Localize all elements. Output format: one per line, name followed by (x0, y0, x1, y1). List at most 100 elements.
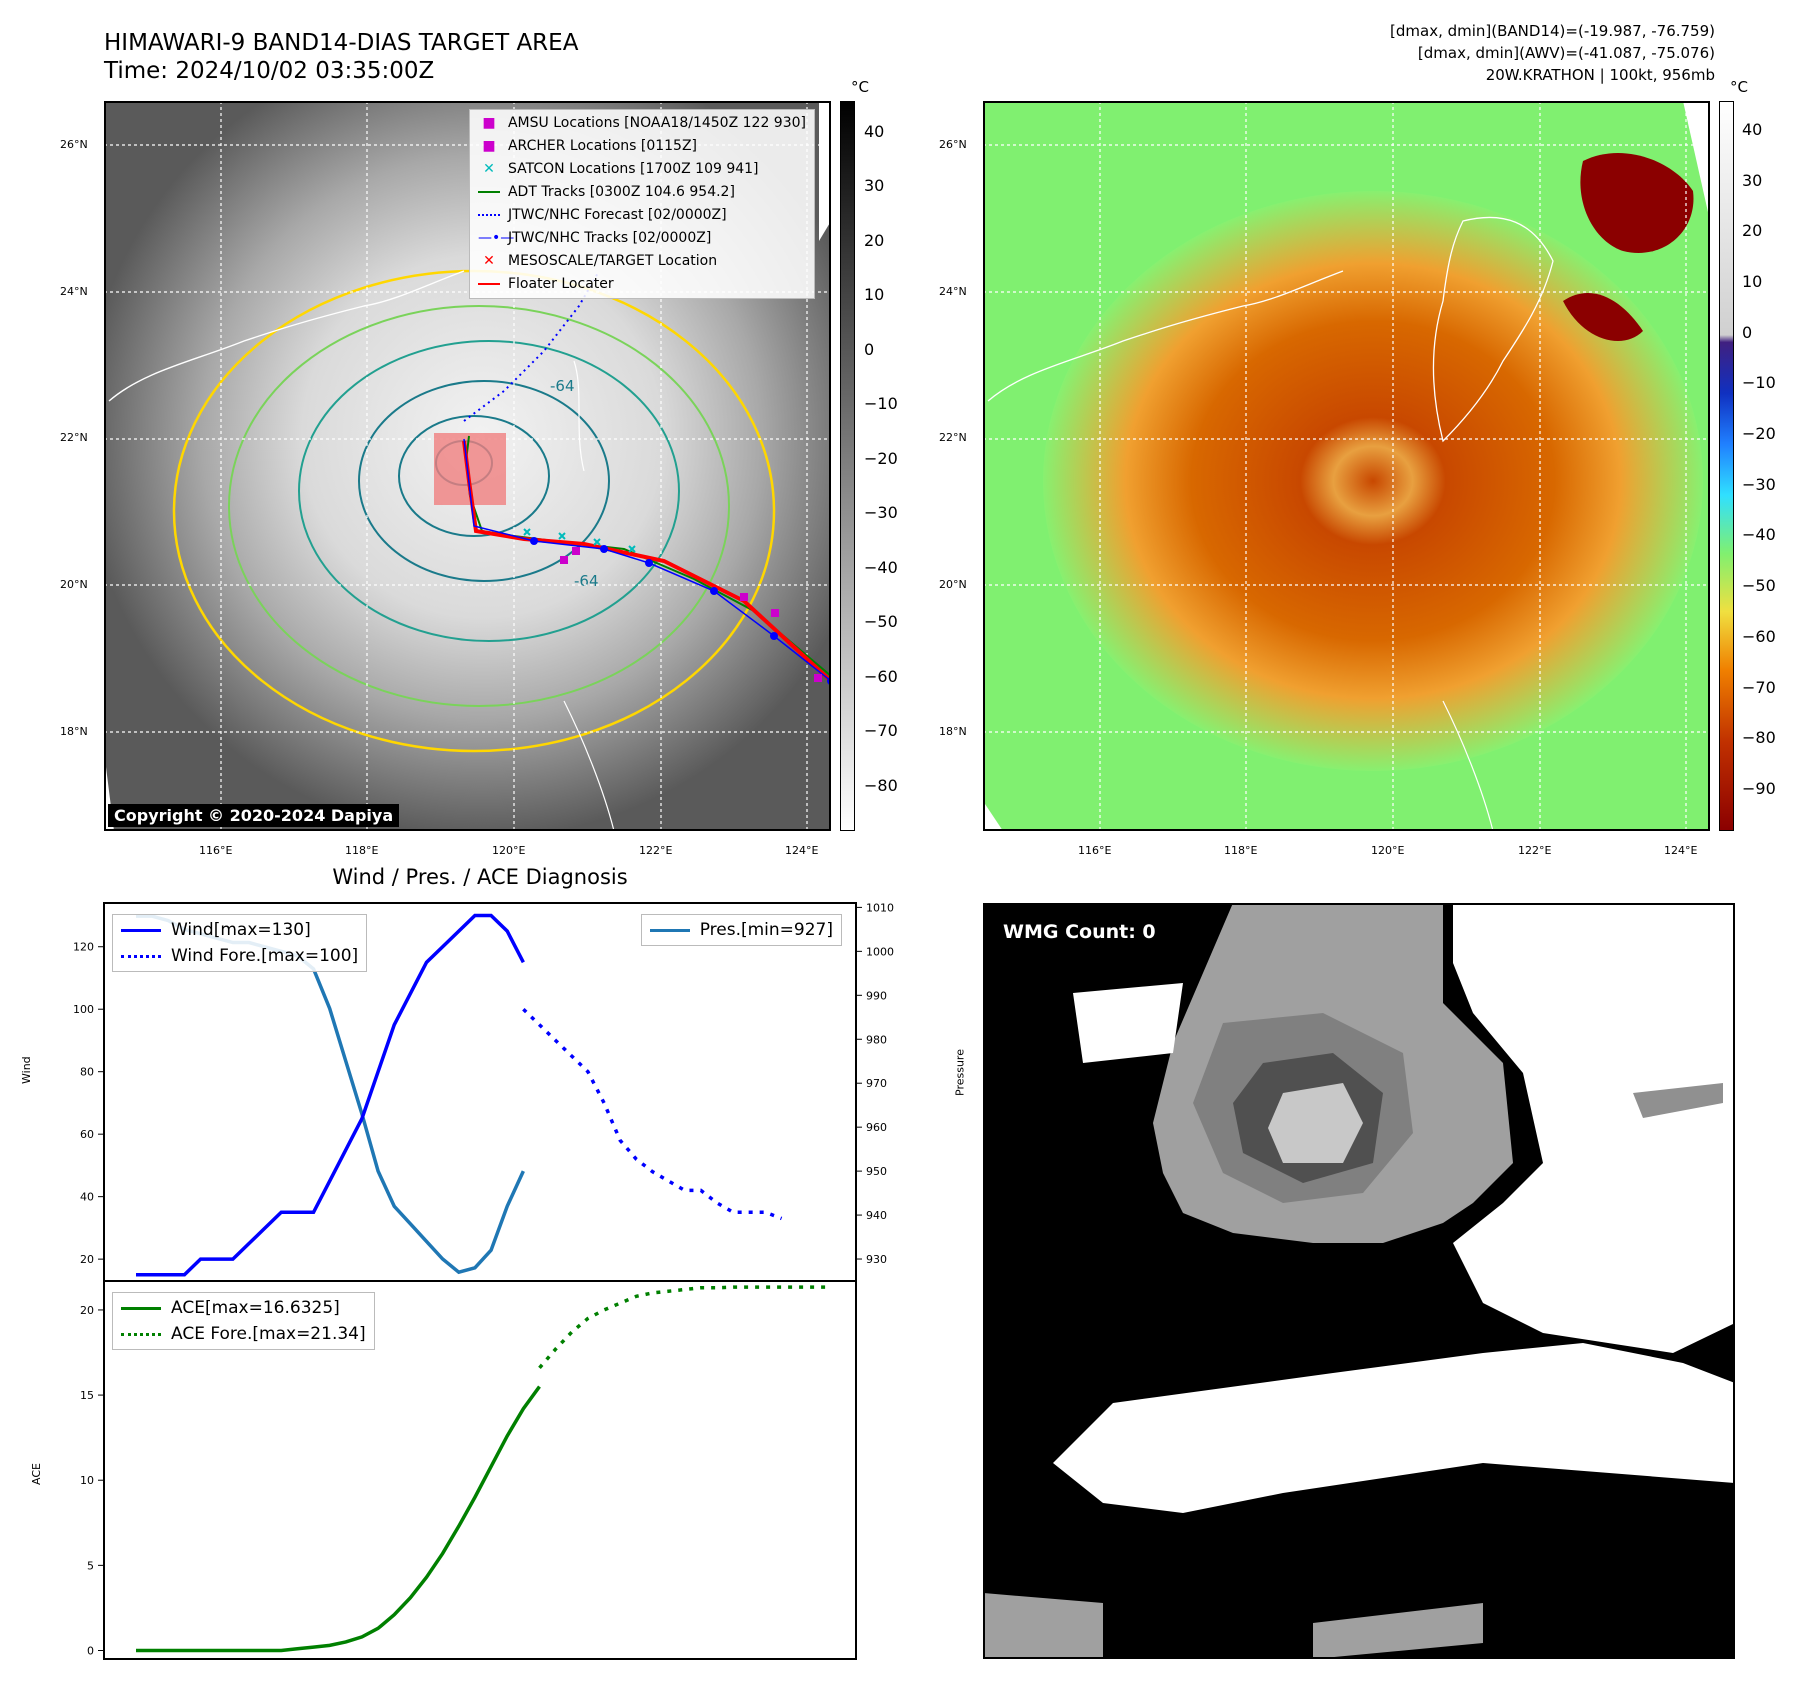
colorbar-tick-label: 30 (864, 176, 885, 196)
ir-map-legend: ■ AMSU Locations [NOAA18/1450Z 122 930] ■… (468, 109, 815, 299)
x-mark-icon: ✕ (483, 253, 495, 269)
legend-forecast: JTWC/NHC Forecast [02/0000Z] (507, 207, 727, 223)
ace-axes-frame (103, 1280, 857, 1660)
ace-ytick: 10 (80, 1474, 94, 1487)
pressure-ytick: 970 (866, 1077, 887, 1090)
ace-forecast-line (538, 1285, 830, 1369)
wind-line (136, 913, 525, 1277)
legend-pres: Pres.[min=927] (699, 920, 833, 940)
legend-amsu: AMSU Locations [NOAA18/1450Z 122 930] (507, 115, 806, 131)
pressure-ytick: 940 (866, 1209, 887, 1222)
colorbar-tick-label: 0 (1742, 322, 1753, 342)
lat-label: 22°N (939, 431, 967, 444)
colorbar-right (1719, 101, 1734, 831)
colorbar-tick-label: −90 (1742, 778, 1776, 798)
legend-satcon: SATCON Locations [1700Z 109 941] (507, 161, 759, 177)
lon-label: 120°E (1371, 844, 1405, 857)
wind-legend: Wind[max=130] Wind Fore.[max=100] (112, 914, 368, 972)
wmg-panel[interactable]: WMG Count: 0 (983, 903, 1735, 1659)
figure-time: Time: 2024/10/02 03:35:00Z (104, 58, 435, 84)
lon-label: 118°E (345, 844, 379, 857)
line-icon (121, 928, 161, 932)
wmg-svg (985, 905, 1733, 1657)
colorbar-tick-label: −50 (864, 612, 898, 632)
colorbar-tick-label: 20 (1742, 221, 1763, 241)
diagnosis-title: Wind / Pres. / ACE Diagnosis (332, 865, 628, 889)
colorbar-tick-label: −20 (1742, 424, 1776, 444)
colorbar-tick-label: −30 (1742, 474, 1776, 494)
jtwc-track (463, 438, 829, 681)
pressure-ytick: 1000 (866, 945, 894, 958)
square-icon: ■ (482, 138, 496, 154)
ace-line (136, 1385, 541, 1653)
pressure-ytick: 990 (866, 989, 887, 1002)
pressure-ytick: 1010 (866, 901, 894, 914)
jtwc-track-points (530, 537, 829, 685)
color-ir-map-panel[interactable] (983, 101, 1710, 831)
wind-ytick: 80 (80, 1066, 94, 1079)
line-icon (121, 1306, 161, 1310)
colorbar-tick-label: −70 (864, 721, 898, 741)
lat-label: 20°N (60, 578, 88, 591)
line-icon (477, 283, 500, 285)
lon-label: 124°E (785, 844, 819, 857)
lon-label: 122°E (1518, 844, 1552, 857)
dotted-line-icon (477, 214, 500, 216)
ir-map-panel[interactable]: -64 -64 (104, 101, 831, 831)
lon-label: 122°E (639, 844, 673, 857)
info-storm: 20W.KRATHON | 100kt, 956mb (1485, 66, 1715, 84)
colorbar-tick-label: −80 (864, 775, 898, 795)
legend-ace-fore: ACE Fore.[max=21.34] (171, 1324, 366, 1344)
pressure-legend: Pres.[min=927] (640, 914, 842, 946)
contour-label-2: -64 (550, 377, 575, 395)
colorbar-tick-label: −30 (864, 503, 898, 523)
lon-label: 116°E (199, 844, 233, 857)
lon-label: 124°E (1664, 844, 1698, 857)
wind-ytick: 40 (80, 1191, 94, 1204)
colorbar-tick-label: 10 (1742, 271, 1763, 291)
wind-ytick: 100 (73, 1003, 94, 1016)
dotted-line-icon (121, 954, 161, 958)
satcon-markers (523, 528, 636, 553)
legend-wind: Wind[max=130] (171, 920, 311, 940)
lon-label: 118°E (1224, 844, 1258, 857)
copyright-label: Copyright © 2020-2024 Dapiya (108, 804, 400, 827)
ace-ytick: 15 (80, 1389, 94, 1402)
lat-label: 24°N (939, 285, 967, 298)
lat-label: 18°N (60, 725, 88, 738)
wind-ytick: 60 (80, 1128, 94, 1141)
info-awv: [dmax, dmin](AWV)=(-41.087, -75.076) (1417, 44, 1715, 62)
legend-adt: ADT Tracks [0300Z 104.6 954.2] (507, 184, 735, 200)
pressure-ytick: 930 (866, 1253, 887, 1266)
legend-floater: Floater Locater (507, 276, 614, 292)
legend-archer: ARCHER Locations [0115Z] (507, 138, 698, 154)
line-icon (649, 928, 690, 932)
legend-ace: ACE[max=16.6325] (171, 1298, 340, 1318)
colorbar-right-unit: °C (1730, 78, 1748, 96)
wind-ytick: 20 (80, 1253, 94, 1266)
ace-legend: ACE[max=16.6325] ACE Fore.[max=21.34] (112, 1292, 375, 1350)
colorbar-tick-label: 20 (864, 230, 885, 250)
lat-label: 24°N (60, 285, 88, 298)
square-icon: ■ (482, 115, 496, 131)
ace-ytick: 5 (87, 1559, 94, 1572)
x-mark-icon: ✕ (483, 161, 495, 177)
dotted-line-icon (121, 1332, 161, 1336)
ace-ytick: 20 (80, 1304, 94, 1317)
legend-wind-fore: Wind Fore.[max=100] (171, 946, 359, 966)
colorbar-tick-label: −10 (1742, 373, 1776, 393)
pressure-ytick: 980 (866, 1033, 887, 1046)
legend-tracks: JTWC/NHC Tracks [02/0000Z] (507, 230, 712, 246)
lat-label: 26°N (60, 138, 88, 151)
lat-label: 22°N (60, 431, 88, 444)
colorbar-tick-label: −60 (1742, 626, 1776, 646)
pressure-ytick: 960 (866, 1121, 887, 1134)
colorbar-tick-label: −50 (1742, 576, 1776, 596)
pressure-ytick: 950 (866, 1165, 887, 1178)
lon-label: 120°E (492, 844, 526, 857)
colorbar-tick-label: −10 (864, 394, 898, 414)
colorbar-left (840, 101, 855, 831)
wind-ytick: 120 (73, 941, 94, 954)
colorbar-tick-label: 10 (864, 285, 885, 305)
colorbar-tick-label: −40 (864, 557, 898, 577)
